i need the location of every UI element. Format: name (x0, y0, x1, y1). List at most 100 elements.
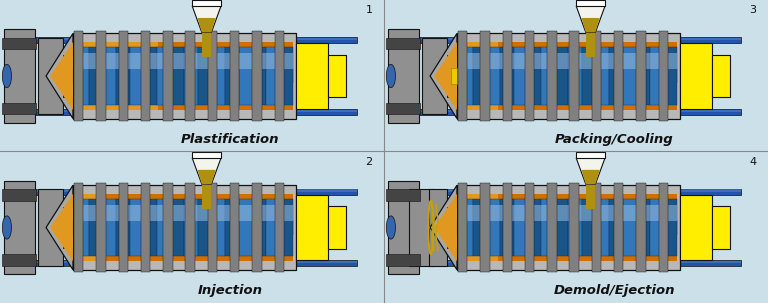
Bar (388, 181, 419, 274)
Bar (266, 199, 280, 256)
Bar (582, 199, 596, 256)
Bar (514, 199, 528, 256)
Bar (198, 199, 212, 256)
Bar (280, 47, 293, 105)
Bar (116, 199, 130, 256)
Bar (480, 32, 490, 121)
Polygon shape (576, 6, 605, 32)
Bar (102, 205, 116, 221)
Bar (500, 205, 514, 221)
Bar (157, 47, 170, 105)
Bar (388, 189, 741, 191)
Bar (157, 199, 170, 256)
Bar (253, 53, 266, 69)
Bar (459, 42, 498, 110)
Bar (500, 199, 514, 256)
Bar (486, 205, 500, 221)
Bar (144, 53, 157, 69)
Bar (547, 183, 557, 272)
Bar (2, 189, 37, 201)
Bar (75, 47, 89, 105)
Bar (429, 189, 446, 266)
Bar (130, 199, 144, 256)
Bar (4, 188, 357, 195)
Polygon shape (576, 158, 605, 184)
Bar (637, 205, 650, 221)
Bar (457, 185, 680, 270)
Bar (664, 53, 677, 69)
Bar (582, 47, 596, 105)
Bar (473, 205, 486, 221)
Bar (170, 205, 184, 221)
Text: 3: 3 (750, 5, 756, 15)
Bar (141, 32, 151, 121)
Polygon shape (434, 42, 457, 110)
Bar (586, 185, 595, 209)
Bar (473, 47, 486, 105)
Bar (202, 185, 211, 209)
Bar (144, 199, 157, 256)
Bar (514, 53, 528, 69)
Bar (388, 37, 741, 43)
Bar (89, 53, 102, 69)
Bar (459, 199, 473, 256)
Bar (486, 199, 500, 256)
Bar (102, 53, 116, 69)
Bar (253, 47, 266, 105)
Bar (239, 205, 253, 221)
Text: Injection: Injection (198, 285, 263, 298)
Bar (4, 261, 357, 263)
Bar (89, 205, 102, 221)
Bar (623, 205, 637, 221)
Bar (568, 47, 582, 105)
Bar (4, 260, 357, 266)
Ellipse shape (2, 216, 12, 239)
Bar (75, 68, 293, 84)
Polygon shape (447, 55, 457, 97)
Bar (239, 47, 253, 105)
Bar (650, 199, 664, 256)
Bar (500, 53, 514, 69)
Bar (386, 189, 420, 201)
Bar (541, 199, 554, 256)
Bar (207, 183, 217, 272)
Bar (89, 47, 102, 105)
Bar (230, 183, 240, 272)
Bar (486, 47, 500, 105)
Bar (486, 53, 500, 69)
Bar (680, 195, 713, 260)
Bar (102, 47, 116, 105)
Bar (75, 53, 89, 69)
Bar (664, 199, 677, 256)
Bar (96, 32, 106, 121)
Bar (75, 205, 89, 221)
Bar (388, 261, 741, 263)
Bar (554, 199, 568, 256)
Bar (623, 53, 637, 69)
Polygon shape (192, 158, 221, 184)
Bar (184, 53, 198, 69)
Bar (2, 103, 37, 115)
Bar (713, 206, 730, 249)
Bar (388, 38, 741, 40)
Bar (386, 38, 420, 49)
Bar (4, 109, 357, 115)
Bar (141, 183, 151, 272)
Bar (528, 205, 541, 221)
Bar (198, 53, 212, 69)
Bar (502, 183, 512, 272)
Bar (650, 205, 664, 221)
Bar (170, 199, 184, 256)
Bar (157, 205, 170, 221)
Ellipse shape (386, 64, 396, 88)
Bar (184, 199, 198, 256)
Bar (75, 199, 89, 256)
Bar (473, 53, 486, 69)
Polygon shape (50, 194, 73, 261)
Bar (609, 47, 623, 105)
Bar (528, 53, 541, 69)
Bar (459, 194, 677, 261)
Bar (664, 205, 677, 221)
Bar (568, 205, 582, 221)
Bar (4, 181, 35, 274)
